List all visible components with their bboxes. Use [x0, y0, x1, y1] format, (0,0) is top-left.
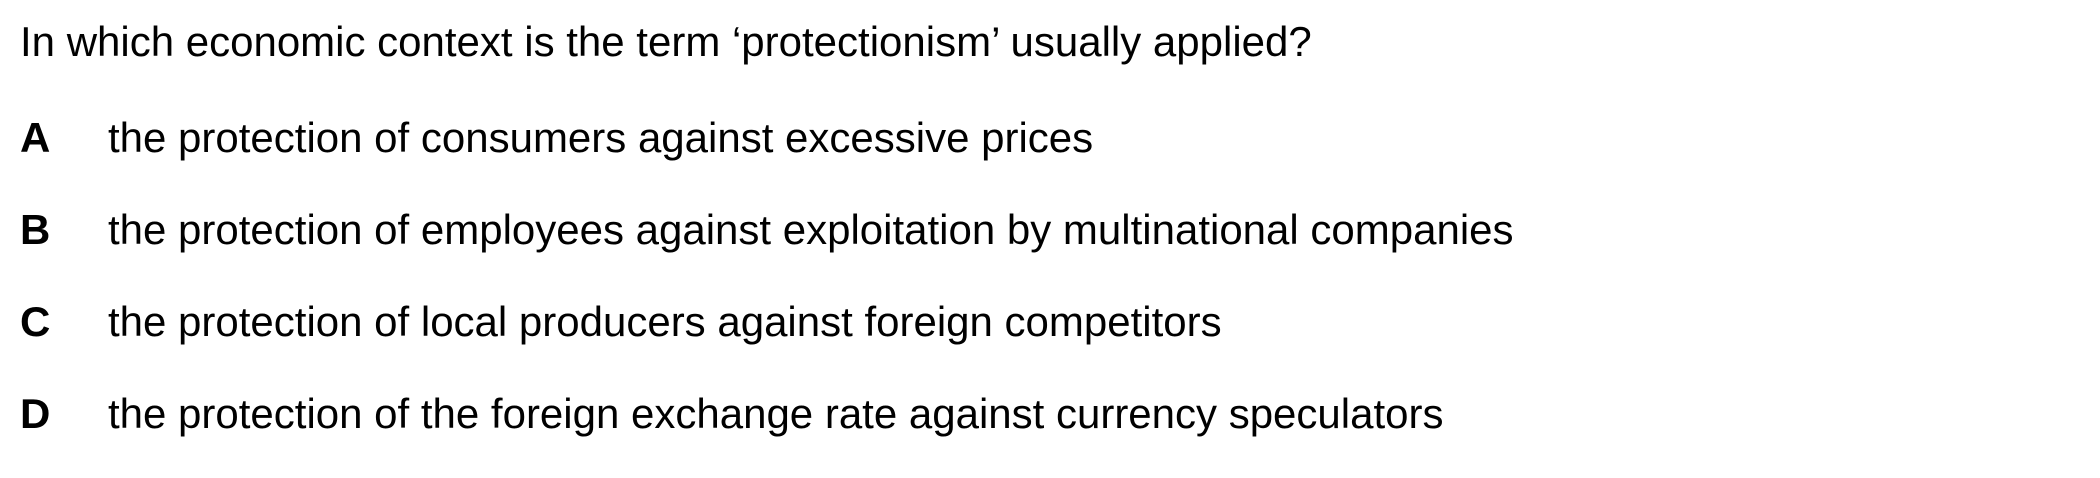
option-letter: A: [20, 114, 51, 161]
option-text: the protection of consumers against exce…: [108, 114, 1094, 161]
option-text: the protection of employees against expl…: [108, 206, 1514, 253]
option-letter: B: [20, 206, 51, 253]
option-text: the protection of local producers agains…: [108, 298, 1222, 345]
option-letter: D: [20, 390, 51, 437]
option-letter: C: [20, 298, 51, 345]
question-text: In which economic context is the term ‘p…: [20, 18, 1312, 65]
option-text: the protection of the foreign exchange r…: [108, 390, 1444, 437]
